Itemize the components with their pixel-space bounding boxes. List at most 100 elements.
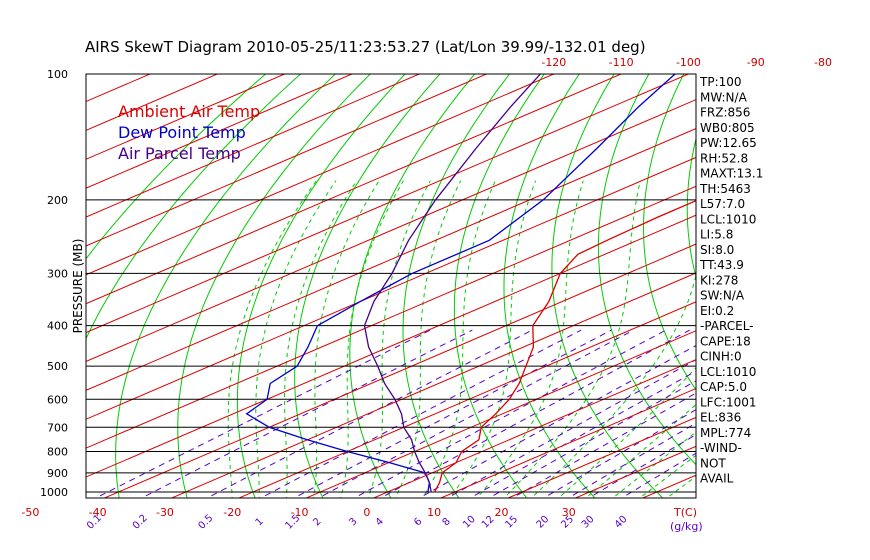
mixing-ratio-line: [418, 344, 696, 498]
index-item: NOT: [700, 456, 726, 470]
moist-adiabat: [449, 180, 537, 498]
moist-adiabat: [665, 475, 696, 498]
isotherm: [86, 74, 286, 160]
dry-adiabat: [402, 74, 510, 498]
pressure-tick-label: 300: [47, 267, 68, 280]
dry-adiabat: [294, 74, 441, 498]
mixing-ratio-line: [293, 329, 612, 498]
chart-legend: Ambient Air Temp Dew Point Temp Air Parcel…: [118, 102, 260, 163]
index-item: LCL:1010: [700, 212, 756, 226]
index-item: LCL:1010: [700, 365, 756, 379]
moist-adiabat: [503, 180, 641, 498]
bottom-temp-tick-label: -40: [89, 506, 107, 519]
index-item: LI:5.8: [700, 228, 733, 242]
dry-adiabat: [236, 74, 406, 498]
moist-adiabat: [312, 180, 380, 498]
legend-entry-1: Dew Point Temp: [118, 123, 246, 142]
isotherm: [0, 65, 37, 503]
isotherm: [86, 74, 354, 189]
pressure-tick-label: 1000: [40, 486, 68, 499]
index-item: CINH:0: [700, 350, 742, 364]
moist-adiabat: [394, 180, 462, 498]
isotherm: [0, 65, 104, 503]
dry-adiabat: [177, 74, 371, 498]
moist-adiabat: [284, 180, 358, 498]
index-item: KI:278: [700, 273, 738, 287]
pressure-tick-label: 100: [47, 68, 68, 81]
mixing-ratio-line: [259, 329, 582, 498]
mixing-ratio-line: [542, 409, 696, 498]
index-item: TH:5463: [699, 182, 751, 196]
mixing-ratio-tick-label: 30: [580, 514, 597, 531]
pressure-tick-label: 800: [47, 445, 68, 458]
isotherm: [86, 74, 556, 276]
moist-adiabat: [530, 272, 696, 498]
pressure-tick-label: 900: [47, 467, 68, 480]
dry-adiabat: [115, 74, 336, 498]
index-item: -WIND-: [700, 441, 742, 455]
moist-adiabat: [227, 180, 317, 498]
index-item: MPL:774: [700, 426, 751, 440]
dry-adiabat: [86, 74, 266, 260]
isotherm: [86, 127, 696, 391]
moist-adiabat: [584, 403, 696, 498]
moist-adiabat: [367, 180, 431, 498]
index-item: MAXT:13.1: [700, 167, 763, 181]
isotherm: [170, 272, 696, 498]
isotherm: [103, 243, 696, 498]
top-temp-tick-label: -80: [814, 56, 832, 69]
dry-adiabat: [771, 74, 870, 501]
isotherm: [86, 214, 696, 478]
bottom-temp-tick-label: 0: [363, 506, 370, 519]
mixing-ratio-line: [94, 329, 431, 498]
bottom-temp-tick-label: 20: [494, 506, 508, 519]
index-item: -PARCEL-: [700, 319, 754, 333]
top-temp-tick-label: -100: [676, 56, 701, 69]
isotherm: [506, 416, 696, 498]
index-item: LFC:1001: [700, 395, 757, 409]
mixing-ratio-line: [587, 434, 696, 498]
index-item: CAPE:18: [700, 334, 751, 348]
mixing-ratio-tick-label: 0.5: [196, 513, 215, 532]
isotherm: [86, 156, 696, 420]
index-item: WB0:805: [700, 121, 755, 135]
series-line-1: [245, 74, 676, 493]
mixing-ratio-tick-label: 6: [412, 516, 424, 528]
mixing-ratio-line: [567, 422, 696, 498]
mixing-ratio-line: [206, 329, 533, 498]
bottom-temp-tick-label: -20: [223, 506, 241, 519]
mixing-ratio-line: [488, 380, 696, 498]
isotherm: [305, 330, 696, 498]
bottom-temp-tick-label: 10: [427, 506, 441, 519]
plot-grid: [0, 65, 870, 503]
mixing-ratio-tick-label: 3: [347, 516, 359, 528]
dry-adiabat: [551, 74, 664, 498]
index-item: TT:43.9: [699, 258, 744, 272]
plot-curves: [245, 74, 696, 493]
dry-adiabat: [86, 74, 301, 340]
isotherm: [86, 74, 421, 218]
index-item: L57:7.0: [700, 197, 745, 211]
bottom-temp-tick-label: 30: [562, 506, 576, 519]
dry-adiabat: [850, 74, 870, 501]
pressure-tick-label: 700: [47, 421, 68, 434]
isotherm: [86, 185, 696, 449]
isotherm: [86, 74, 690, 334]
series-line-2: [363, 74, 541, 493]
mixing-ratio-line: [446, 359, 696, 498]
dry-adiabat: [597, 74, 696, 466]
moist-adiabat: [340, 180, 404, 498]
mixing-ratio-tick-label: 8: [441, 516, 453, 528]
y-axis-label: PRESSURE (MB): [71, 239, 85, 334]
isotherm: [237, 301, 696, 498]
index-item: EL:836: [700, 411, 741, 425]
plot-frame: [85, 73, 697, 499]
chart-title: AIRS SkewT Diagram 2010-05-25/11:23:53.2…: [85, 38, 646, 56]
pressure-tick-label: 400: [47, 320, 68, 333]
dry-adiabat: [453, 74, 545, 498]
mixing-ratio-tick-label: 20: [535, 514, 552, 531]
mixing-ratio-tick-label: 10: [461, 514, 478, 531]
index-item: FRZ:856: [700, 106, 750, 120]
